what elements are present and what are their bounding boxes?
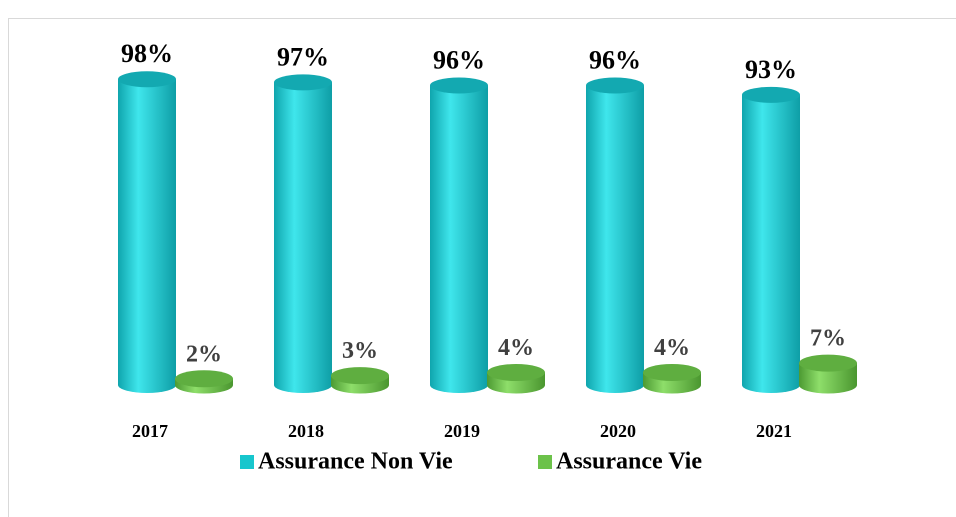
bar-top [175,370,233,388]
data-label: 3% [342,338,378,364]
data-label: 93% [745,55,797,84]
data-label: 4% [654,335,690,361]
x-tick-label: 2020 [600,421,636,441]
legend-label: Assurance Vie [556,449,702,475]
bar [274,82,332,394]
legend-label: Assurance Non Vie [258,449,453,475]
legend-swatch [538,455,552,469]
x-tick-label: 2019 [444,421,480,441]
bar [430,85,488,393]
legend-swatch [240,455,254,469]
bar-top [586,77,644,94]
bar-top [643,364,701,382]
chart-frame [8,18,956,517]
x-tick-label: 2017 [132,421,168,441]
bar [586,85,644,393]
bar [118,79,176,394]
data-label: 98% [121,39,173,68]
data-label: 97% [277,42,329,71]
data-label: 4% [498,335,534,361]
bar [742,94,800,393]
bar-top [430,77,488,94]
bar-top [274,74,332,91]
data-label: 96% [433,45,485,74]
bar-top [118,71,176,88]
bar [799,363,857,394]
bar-top [799,354,857,372]
bar-top [742,86,800,103]
data-label: 7% [810,326,846,352]
bar-top [331,367,389,385]
data-label: 96% [589,45,641,74]
x-tick-label: 2018 [288,421,324,441]
x-tick-label: 2021 [756,421,792,441]
bar-top [487,364,545,382]
data-label: 2% [186,341,222,367]
